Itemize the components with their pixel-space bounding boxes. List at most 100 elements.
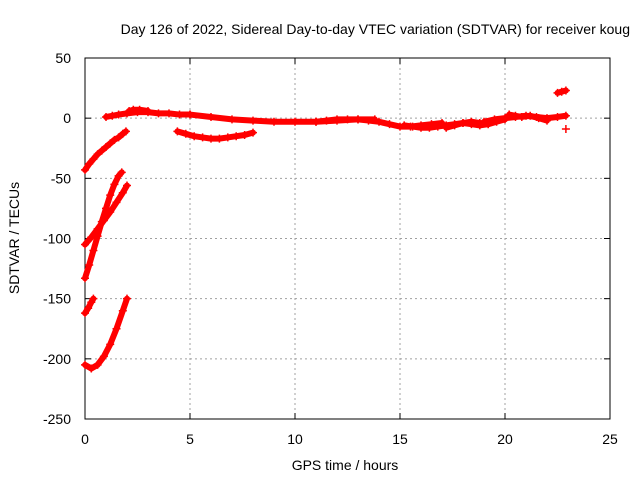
data-point [232,132,241,141]
data-point [228,115,236,124]
data-point [181,129,190,138]
x-tick-label: 10 [287,431,303,447]
x-tick-label: 25 [602,431,618,447]
data-point [322,116,331,125]
data-point [198,133,207,142]
series-arc-upper-0 [81,127,130,174]
data-point [207,112,215,121]
data-point [173,127,182,136]
data-point [102,112,110,121]
data-point [312,117,320,126]
data-point [118,306,127,315]
y-tick-label: 0 [63,110,71,126]
data-point [97,146,106,155]
data-point [354,115,362,124]
data-point [450,121,459,130]
data-point [106,139,115,148]
y-tick-label: -150 [43,291,71,307]
data-point [400,121,409,130]
data-point [517,112,526,121]
data-point [144,106,152,115]
data-point [343,115,352,124]
data-point [561,86,570,95]
data-point [106,191,115,200]
series-trace [82,182,130,248]
data-point [117,168,126,177]
data-point [215,134,224,143]
data-point [93,360,102,369]
data-point [561,111,570,120]
data-point [87,233,96,242]
x-axis-label: GPS time / hours [292,457,399,473]
data-point [81,274,89,283]
data-point [123,294,131,303]
data-point [81,309,89,318]
data-point [123,181,131,190]
data-point [207,134,215,143]
data-point [333,115,341,124]
x-tick-label: 15 [392,431,408,447]
y-tick-label: -100 [43,231,71,247]
data-point [557,87,566,96]
data-point [175,110,184,119]
data-point [501,114,509,123]
y-axis-label: SDTVAR / TECUs [6,182,22,294]
ticks: 0 5 10 15 20 25 -250 -200 -150 -100 -50 0 50 [43,50,618,447]
y-tick-label: -250 [43,411,71,427]
series-arc-14 [81,294,98,318]
data-point [110,135,119,144]
data-point [442,123,451,132]
data-point [223,133,232,142]
data-point [89,294,98,303]
data-point [543,116,551,125]
series-arc-13 [81,168,126,283]
data-point [249,116,257,125]
data-point [93,150,102,159]
data-point [102,143,110,152]
data-point [89,155,98,164]
series-trace [82,295,130,372]
data-point [85,159,94,168]
series-arc-9 [505,110,551,125]
series-trace [82,169,125,282]
data-point [417,123,425,132]
data-point [102,204,110,213]
data-point [108,111,117,120]
series-trace [82,295,97,317]
data-point [561,124,570,133]
data-point [99,352,108,361]
data-point [249,128,257,137]
data-point [553,88,562,97]
data-point [81,360,89,369]
data-point [112,324,121,333]
data-point [291,117,299,126]
data-point [467,117,476,126]
data-point [385,120,394,129]
data-point [270,117,278,126]
data-point [154,109,163,118]
data-point [433,122,442,131]
series-arc-15 [81,294,131,373]
chart-title: Day 126 of 2022, Sidereal Day-to-day VTE… [121,21,630,37]
data-point [375,117,383,126]
data-point [408,122,417,131]
data-point [81,165,89,174]
data-point [110,180,119,189]
data-point [534,114,543,123]
data-point [186,110,194,119]
series-trace [174,128,256,142]
x-tick-label: 20 [497,431,513,447]
data-point [114,133,123,142]
series-arc-10 [553,86,570,97]
data-point [112,198,121,207]
x-tick-label: 5 [186,431,194,447]
data-point [165,109,173,118]
data-point [125,106,134,115]
data-point [526,111,535,120]
data-point [240,131,249,140]
series-arc-3 [173,127,257,143]
data-point [511,111,520,120]
data-point [135,105,144,114]
data-point [118,188,127,197]
